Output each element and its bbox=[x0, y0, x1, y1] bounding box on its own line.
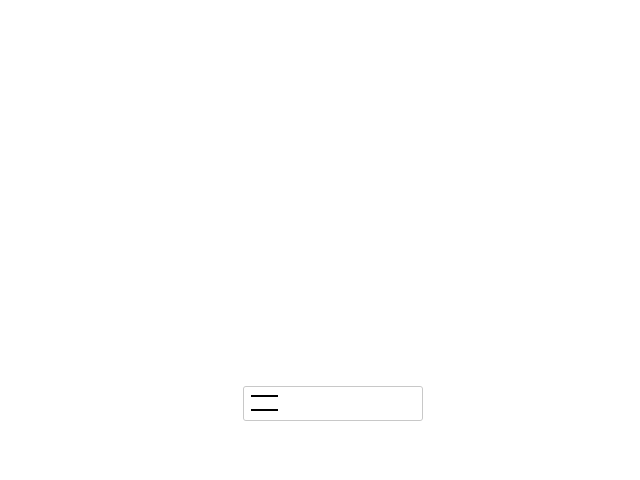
legend-item-sin bbox=[251, 389, 422, 403]
legend-line-sample-orange bbox=[251, 409, 278, 411]
legend-line-sample-blue bbox=[251, 395, 278, 397]
legend bbox=[243, 386, 423, 421]
legend-item-derivative bbox=[251, 403, 422, 417]
